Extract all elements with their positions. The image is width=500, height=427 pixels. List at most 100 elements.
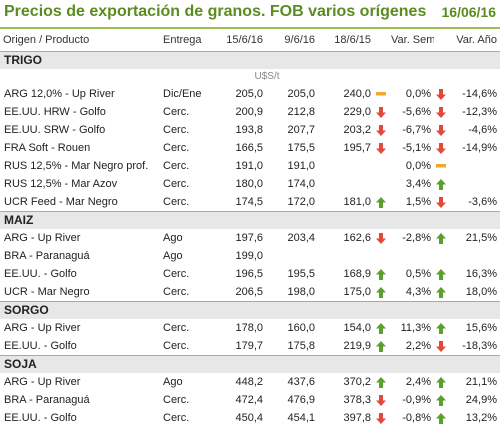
price-date-3: 370,2	[318, 373, 374, 391]
var-anio: -12,3%	[448, 103, 500, 121]
price-date-2: 454,1	[266, 409, 318, 427]
flat-icon	[375, 89, 387, 99]
arrow-down-icon	[435, 106, 447, 119]
unit-row: U$S/t	[0, 69, 500, 85]
product-name: ARG - Up River	[0, 373, 160, 391]
price-date-2: 212,8	[266, 103, 318, 121]
price-date-1: 178,0	[216, 319, 266, 337]
page-title: Precios de exportación de granos. FOB va…	[4, 3, 426, 21]
trend-icon-cell	[374, 139, 388, 157]
arrow-down-icon	[435, 196, 447, 209]
trend-icon-cell	[434, 265, 448, 283]
price-date-3: 181,0	[318, 193, 374, 212]
var-anio: 21,5%	[448, 229, 500, 247]
price-date-3: 378,3	[318, 391, 374, 409]
arrow-down-icon	[435, 124, 447, 137]
var-sem: -0,9%	[388, 391, 434, 409]
product-name: EE.UU. HRW - Golfo	[0, 103, 160, 121]
trend-icon-cell	[374, 247, 388, 265]
delivery: Cerc.	[160, 103, 216, 121]
price-date-2: 207,7	[266, 121, 318, 139]
trend-icon-cell	[434, 157, 448, 175]
product-name: EE.UU. - Golfo	[0, 265, 160, 283]
delivery: Cerc.	[160, 121, 216, 139]
arrow-up-icon	[435, 286, 447, 299]
trend-icon-cell	[434, 337, 448, 356]
delivery: Cerc.	[160, 157, 216, 175]
product-name: BRA - Paranaguá	[0, 247, 160, 265]
price-date-1: 193,8	[216, 121, 266, 139]
var-anio: 21,1%	[448, 373, 500, 391]
var-sem: -0,8%	[388, 409, 434, 427]
delivery: Cerc.	[160, 265, 216, 283]
var-anio: -18,3%	[448, 337, 500, 356]
arrow-down-icon	[435, 88, 447, 101]
var-sem: 2,4%	[388, 373, 434, 391]
product-name: ARG 12,0% - Up River	[0, 85, 160, 103]
trend-icon-cell	[374, 409, 388, 427]
delivery: Dic/Ene	[160, 85, 216, 103]
report-header: Precios de exportación de granos. FOB va…	[0, 0, 500, 29]
trend-icon-cell	[434, 409, 448, 427]
price-date-1: 450,4	[216, 409, 266, 427]
price-date-3: 219,9	[318, 337, 374, 356]
arrow-up-icon	[435, 412, 447, 425]
trend-icon-cell	[374, 283, 388, 302]
group-header-row: MAIZ	[0, 212, 500, 230]
var-sem: 0,5%	[388, 265, 434, 283]
price-date-1: 191,0	[216, 157, 266, 175]
price-date-2	[266, 247, 318, 265]
price-date-3: 240,0	[318, 85, 374, 103]
var-sem: 3,4%	[388, 175, 434, 193]
group-name: SORGO	[0, 302, 160, 320]
var-sem: -2,8%	[388, 229, 434, 247]
price-date-1: 200,9	[216, 103, 266, 121]
var-anio: -14,9%	[448, 139, 500, 157]
arrow-down-icon	[435, 142, 447, 155]
var-sem: 11,3%	[388, 319, 434, 337]
product-name: EE.UU. - Golfo	[0, 337, 160, 356]
arrow-up-icon	[435, 322, 447, 335]
flat-icon	[435, 161, 447, 171]
price-date-2: 205,0	[266, 85, 318, 103]
price-date-1: 448,2	[216, 373, 266, 391]
delivery: Cerc.	[160, 391, 216, 409]
arrow-down-icon	[375, 412, 387, 425]
delivery: Cerc.	[160, 283, 216, 302]
trend-icon-cell	[434, 85, 448, 103]
price-date-2: 191,0	[266, 157, 318, 175]
trend-icon-cell	[374, 229, 388, 247]
var-anio: 18,0%	[448, 283, 500, 302]
price-date-3	[318, 175, 374, 193]
trend-icon-cell	[374, 391, 388, 409]
trend-icon-cell	[434, 103, 448, 121]
group-name: SOJA	[0, 356, 160, 374]
var-anio: -14,6%	[448, 85, 500, 103]
price-date-2: 476,9	[266, 391, 318, 409]
product-name: RUS 12,5% - Mar Negro prof.	[0, 157, 160, 175]
delivery: Cerc.	[160, 175, 216, 193]
price-date-3	[318, 247, 374, 265]
product-name: EE.UU. SRW - Golfo	[0, 121, 160, 139]
price-date-1: 196,5	[216, 265, 266, 283]
trend-icon-cell	[374, 85, 388, 103]
trend-icon-cell	[374, 121, 388, 139]
arrow-up-icon	[375, 376, 387, 389]
delivery: Ago	[160, 373, 216, 391]
arrow-up-icon	[375, 322, 387, 335]
var-sem: 1,5%	[388, 193, 434, 212]
trend-icon-cell	[374, 103, 388, 121]
var-sem: -6,7%	[388, 121, 434, 139]
group-header-row: TRIGO	[0, 52, 500, 70]
col-header-date-2: 9/6/16	[266, 29, 318, 52]
trend-icon-cell	[434, 121, 448, 139]
arrow-up-icon	[375, 196, 387, 209]
arrow-up-icon	[375, 340, 387, 353]
